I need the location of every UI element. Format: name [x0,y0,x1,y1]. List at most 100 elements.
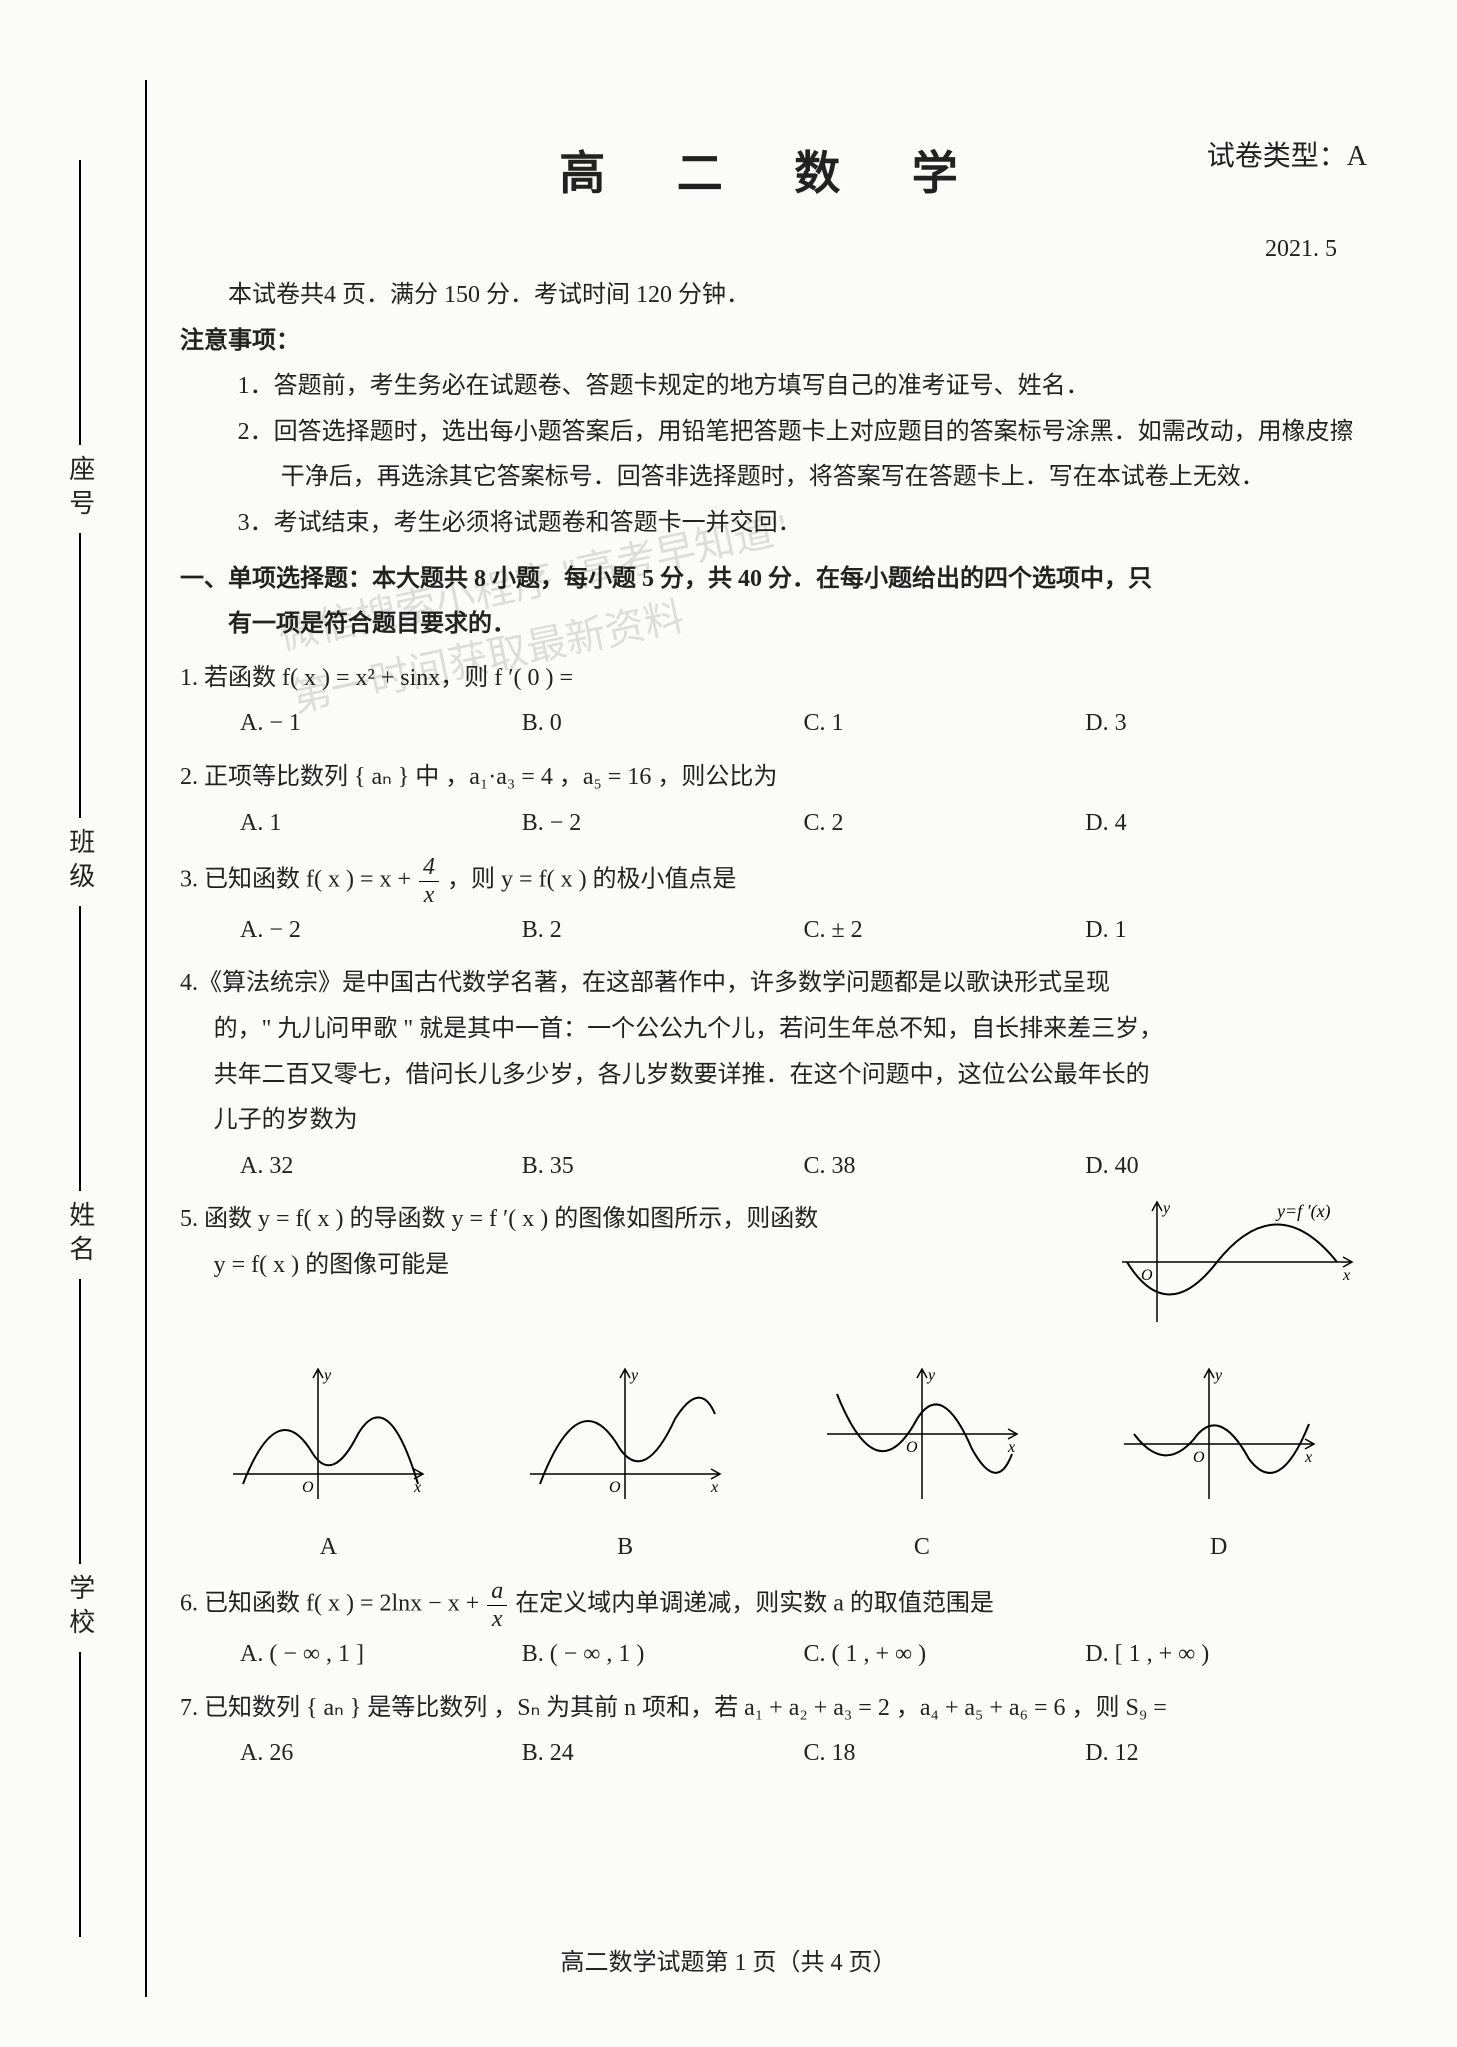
exam-date: 2021. 5 [180,227,1337,273]
question-1: 1. 若函数 f( x ) = x² + sinx，则 f ′( 0 ) = A… [180,656,1367,747]
q6-stem-b: 在定义域内单调递减，则实数 a 的取值范围是 [509,1591,994,1617]
svg-text:x: x [1342,1267,1350,1284]
binding-line [79,1652,81,1937]
q6-choices: A. ( − ∞ , 1 ] B. ( − ∞ , 1 ) C. ( 1 , +… [240,1632,1367,1678]
q3-choice-a: A. − 2 [240,908,522,954]
q5-graph-a: yxO A [228,1364,428,1570]
paper-type: 试卷类型：A [1207,130,1367,183]
q2-choice-d: D. 4 [1085,801,1367,847]
svg-text:y: y [322,1367,332,1384]
page-title: 高 二 数 学 [180,130,1367,217]
q4-line2: 的，" 九儿问甲歌 " 就是其中一首：一个公公九个儿，若问生年总不知，自长排来差… [180,1007,1367,1053]
q1-choice-c: C. 1 [804,701,1086,747]
q3-stem-b: ，则 y = f( x ) 的极小值点是 [441,867,737,893]
q4-choice-d: D. 40 [1085,1144,1367,1190]
q4-choice-b: B. 35 [522,1144,804,1190]
q6-stem-a: 6. 已知函数 f( x ) = 2lnx − x + [180,1591,485,1617]
q5-option-graphs: yxO A yxO B yxO C yxO D [180,1364,1367,1570]
q3-frac-den: x [419,882,439,908]
q3-choice-c: C. ± 2 [804,908,1086,954]
q3-stem-a: 3. 已知函数 f( x ) = x + [180,867,417,893]
page-footer: 高二数学试题第 1 页（共 4 页） [0,1941,1457,1987]
q5-text: 5. 函数 y = f( x ) 的导函数 y = f ′( x ) 的图像如图… [180,1197,1107,1288]
binding-line [79,906,81,1191]
label-school: 学校 [55,1574,104,1642]
q5-choice-d: D [1119,1525,1319,1571]
q3-choice-b: B. 2 [522,908,804,954]
svg-text:y: y [1213,1367,1223,1384]
q2-choice-c: C. 2 [804,801,1086,847]
q2-choices: A. 1 B. − 2 C. 2 D. 4 [240,801,1367,847]
svg-text:O: O [1141,1267,1153,1284]
q5-right-graph: y x Oy=f ′(x) [1117,1197,1367,1344]
svg-text:x: x [1007,1439,1015,1456]
binding-labels: 座号 班级 姓名 学校 [60,150,100,1947]
q7-choice-a: A. 26 [240,1731,522,1777]
option-graph-a: y x O [228,1364,428,1504]
svg-text:O: O [1193,1449,1205,1466]
q5-choice-b: B [525,1525,725,1571]
svg-text:O: O [906,1439,918,1456]
q2-stem: 2. 正项等比数列 { aₙ } 中 ，a₁·a₃ = 4 ，a₅ = 16 ，… [180,755,1367,801]
q4-line4: 儿子的岁数为 [180,1098,1367,1144]
svg-text:y: y [1161,1200,1171,1217]
binding-line [79,1279,81,1564]
question-6: 6. 已知函数 f( x ) = 2lnx − x + ax 在定义域内单调递减… [180,1578,1367,1677]
q4-line3: 共年二百又零七，借问长儿多少岁，各儿岁数要详推．在这个问题中，这位公公最年长的 [180,1053,1367,1099]
q7-choices: A. 26 B. 24 C. 18 D. 12 [240,1731,1367,1777]
instr-summary: 本试卷共4 页．满分 150 分．考试时间 120 分钟． [180,273,1367,319]
svg-text:O: O [302,1479,314,1496]
question-3: 3. 已知函数 f( x ) = x + 4x ，则 y = f( x ) 的极… [180,854,1367,953]
question-4: 4.《算法统宗》是中国古代数学名著，在这部著作中，许多数学问题都是以歌诀形式呈现… [180,961,1367,1189]
q4-choice-a: A. 32 [240,1144,522,1190]
svg-text:x: x [710,1479,718,1496]
q6-choice-c: C. ( 1 , + ∞ ) [804,1632,1086,1678]
q7-choice-c: C. 18 [804,1731,1086,1777]
q5-line1: 5. 函数 y = f( x ) 的导函数 y = f ′( x ) 的图像如图… [180,1197,1107,1243]
question-2: 2. 正项等比数列 { aₙ } 中 ，a₁·a₃ = 4 ，a₅ = 16 ，… [180,755,1367,846]
svg-text:y=f ′(x): y=f ′(x) [1275,1201,1331,1222]
note-item: 3．考试结束，考生必须将试题卷和答题卡一并交回． [180,501,1367,547]
q5-line2: y = f( x ) 的图像可能是 [180,1243,1107,1289]
q3-choices: A. − 2 B. 2 C. ± 2 D. 1 [240,908,1367,954]
q3-fraction: 4x [419,854,439,908]
q1-stem: 1. 若函数 f( x ) = x² + sinx，则 f ′( 0 ) = [180,656,1367,702]
q7-choice-d: D. 12 [1085,1731,1367,1777]
label-seat: 座号 [55,455,104,523]
section-heading: 一、单项选择题：本大题共 8 小题，每小题 5 分，共 40 分．在每小题给出的… [180,557,1367,603]
q2-choice-a: A. 1 [240,801,522,847]
q6-choice-b: B. ( − ∞ , 1 ) [522,1632,804,1678]
q3-choice-d: D. 1 [1085,908,1367,954]
notes-list: 1．答题前，考生务必在试题卷、答题卡规定的地方填写自己的准考证号、姓名． 2．回… [180,364,1367,546]
q7-choice-b: B. 24 [522,1731,804,1777]
q1-choice-b: B. 0 [522,701,804,747]
q6-choice-d: D. [ 1 , + ∞ ) [1085,1632,1367,1678]
q6-fraction: ax [487,1578,507,1632]
binding-line [79,160,81,445]
note-item: 1．答题前，考生务必在试题卷、答题卡规定的地方填写自己的准考证号、姓名． [180,364,1367,410]
q1-choice-a: A. − 1 [240,701,522,747]
q1-choice-d: D. 3 [1085,701,1367,747]
q4-choices: A. 32 B. 35 C. 38 D. 40 [240,1144,1367,1190]
q5-choice-c: C [822,1525,1022,1571]
option-graph-d: y x O [1119,1364,1319,1504]
svg-text:x: x [1304,1449,1312,1466]
q4-choice-c: C. 38 [804,1144,1086,1190]
q5-graph-d: y x O D [1119,1364,1319,1570]
note-item: 2．回答选择题时，选出每小题答案后，用铅笔把答题卡上对应题目的答案标号涂黑．如需… [180,410,1367,501]
svg-text:y: y [926,1367,936,1384]
binding-line [79,533,81,818]
q6-frac-num: a [487,1578,507,1605]
option-graph-c: y x O [822,1364,1022,1504]
fprime-graph: y x Oy=f ′(x) [1117,1197,1357,1327]
q2-choice-b: B. − 2 [522,801,804,847]
q6-stem: 6. 已知函数 f( x ) = 2lnx − x + ax 在定义域内单调递减… [180,1578,1367,1632]
question-5: 5. 函数 y = f( x ) 的导函数 y = f ′( x ) 的图像如图… [180,1197,1367,1570]
option-graph-b: yxO [525,1364,725,1504]
q5-graph-c: y x O C [822,1364,1022,1570]
q3-frac-num: 4 [419,854,439,881]
q6-choice-a: A. ( − ∞ , 1 ] [240,1632,522,1678]
svg-text:x: x [413,1479,421,1496]
label-class: 班级 [55,828,104,896]
section-heading-cont: 有一项是符合题目要求的． [180,602,1367,648]
